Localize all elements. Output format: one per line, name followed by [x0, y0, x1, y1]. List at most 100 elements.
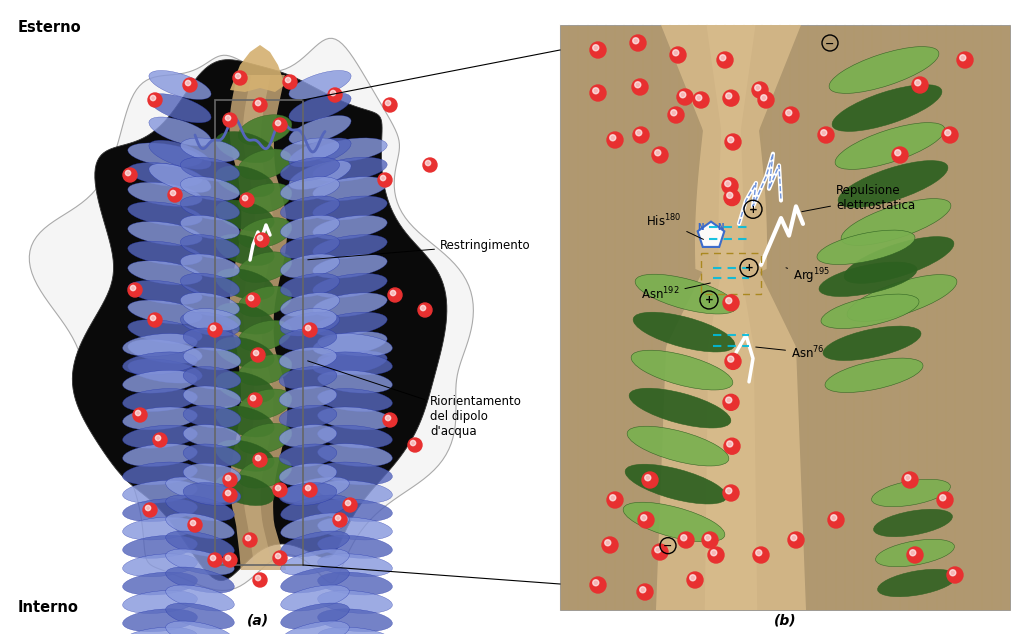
- Circle shape: [638, 512, 654, 528]
- Polygon shape: [243, 75, 273, 570]
- Ellipse shape: [317, 425, 393, 448]
- Circle shape: [168, 188, 182, 202]
- Ellipse shape: [313, 293, 387, 317]
- Ellipse shape: [279, 425, 337, 448]
- Ellipse shape: [280, 293, 340, 317]
- Ellipse shape: [238, 252, 292, 282]
- Ellipse shape: [183, 328, 240, 351]
- Circle shape: [632, 79, 648, 95]
- Ellipse shape: [832, 84, 942, 131]
- Circle shape: [130, 285, 136, 291]
- Ellipse shape: [280, 495, 349, 521]
- Circle shape: [123, 168, 137, 182]
- Ellipse shape: [313, 138, 387, 162]
- Ellipse shape: [128, 202, 203, 226]
- Ellipse shape: [878, 569, 957, 597]
- Circle shape: [902, 472, 918, 488]
- Circle shape: [133, 408, 147, 422]
- Circle shape: [724, 181, 730, 186]
- Circle shape: [386, 100, 391, 106]
- Circle shape: [275, 553, 280, 559]
- Circle shape: [391, 290, 396, 295]
- Ellipse shape: [317, 517, 393, 540]
- Circle shape: [208, 323, 222, 337]
- Ellipse shape: [183, 347, 240, 370]
- Circle shape: [702, 532, 718, 548]
- Text: −: −: [826, 39, 835, 48]
- Text: +: +: [745, 263, 753, 273]
- Ellipse shape: [280, 477, 349, 503]
- Ellipse shape: [123, 370, 197, 393]
- Circle shape: [915, 80, 921, 86]
- Ellipse shape: [123, 389, 197, 411]
- Ellipse shape: [216, 303, 274, 334]
- Circle shape: [255, 233, 269, 247]
- Ellipse shape: [238, 389, 292, 420]
- Circle shape: [590, 577, 606, 593]
- Ellipse shape: [123, 425, 197, 448]
- Circle shape: [343, 498, 357, 512]
- Circle shape: [190, 521, 195, 526]
- Ellipse shape: [280, 177, 340, 201]
- Ellipse shape: [123, 590, 197, 613]
- Ellipse shape: [279, 386, 337, 409]
- Ellipse shape: [280, 531, 349, 557]
- Text: Interno: Interno: [18, 600, 79, 615]
- Circle shape: [820, 130, 827, 136]
- Ellipse shape: [123, 462, 197, 485]
- Ellipse shape: [317, 590, 393, 613]
- Circle shape: [602, 537, 618, 553]
- Text: (b): (b): [773, 613, 796, 627]
- Circle shape: [788, 532, 804, 548]
- Circle shape: [223, 473, 237, 487]
- Circle shape: [723, 394, 739, 410]
- Circle shape: [761, 94, 767, 101]
- Ellipse shape: [238, 320, 292, 351]
- Circle shape: [155, 436, 161, 441]
- Ellipse shape: [280, 235, 340, 259]
- Ellipse shape: [847, 275, 957, 321]
- Circle shape: [253, 98, 267, 112]
- Ellipse shape: [183, 425, 240, 448]
- Circle shape: [725, 297, 731, 304]
- Circle shape: [607, 492, 623, 508]
- Ellipse shape: [288, 93, 351, 122]
- Circle shape: [235, 74, 240, 79]
- Ellipse shape: [166, 603, 234, 629]
- Ellipse shape: [123, 481, 197, 503]
- Circle shape: [306, 325, 311, 331]
- Ellipse shape: [625, 464, 727, 504]
- Ellipse shape: [280, 549, 349, 575]
- Circle shape: [246, 293, 260, 307]
- Ellipse shape: [166, 513, 234, 539]
- Ellipse shape: [280, 273, 340, 297]
- Bar: [215, 100, 303, 565]
- Circle shape: [673, 49, 679, 56]
- Circle shape: [590, 85, 606, 101]
- Polygon shape: [705, 25, 757, 610]
- Ellipse shape: [631, 350, 732, 390]
- Ellipse shape: [123, 444, 197, 467]
- Ellipse shape: [841, 198, 951, 245]
- Circle shape: [655, 150, 661, 156]
- Ellipse shape: [238, 286, 292, 317]
- Circle shape: [388, 288, 402, 302]
- Ellipse shape: [166, 567, 234, 593]
- Circle shape: [947, 567, 963, 583]
- Circle shape: [949, 570, 955, 576]
- Circle shape: [254, 351, 259, 356]
- Ellipse shape: [216, 166, 274, 197]
- Circle shape: [420, 306, 426, 311]
- Circle shape: [275, 120, 280, 126]
- Circle shape: [225, 555, 231, 560]
- Ellipse shape: [829, 47, 939, 93]
- Circle shape: [752, 82, 768, 98]
- Circle shape: [726, 441, 732, 447]
- Circle shape: [944, 130, 950, 136]
- Circle shape: [223, 488, 237, 502]
- Text: +: +: [705, 295, 713, 306]
- Circle shape: [758, 92, 774, 108]
- Ellipse shape: [279, 482, 337, 505]
- Circle shape: [960, 55, 966, 61]
- Ellipse shape: [149, 94, 211, 123]
